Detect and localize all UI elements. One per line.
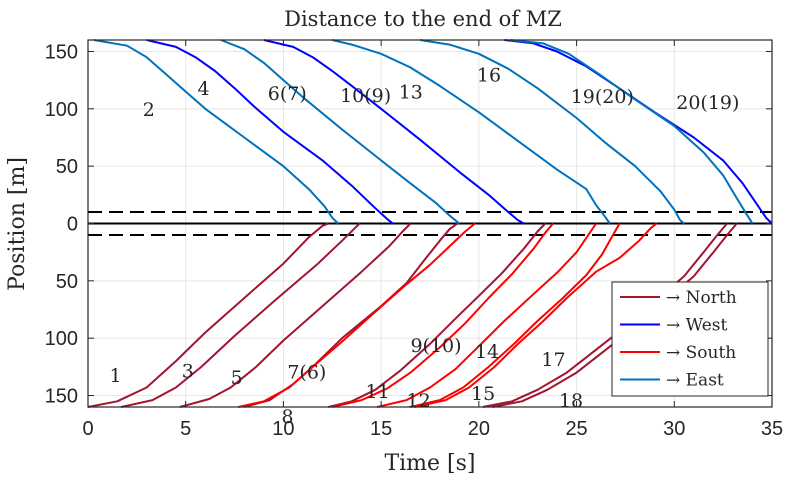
series-line-6(7) xyxy=(220,39,460,225)
curve-label: 11 xyxy=(366,381,390,403)
x-axis-label: Time [s] xyxy=(384,451,475,476)
curve-label: 15 xyxy=(471,383,495,405)
curve-label: 18 xyxy=(559,390,583,412)
y-tick-label: 100 xyxy=(45,328,78,350)
legend-label: → South xyxy=(666,343,736,363)
curve-label: 13 xyxy=(399,82,423,104)
x-tick-label: 5 xyxy=(180,418,191,440)
series-line-3 xyxy=(120,222,361,408)
x-tick-label: 20 xyxy=(468,418,490,440)
series-line-14 xyxy=(410,223,621,408)
curve-label: 4 xyxy=(197,78,209,100)
curve-label: 6(7) xyxy=(268,83,307,105)
legend: → North → West → South → East xyxy=(611,281,769,397)
series-line-5 xyxy=(179,222,412,408)
curve-label: 1 xyxy=(109,365,121,387)
series-line-16 xyxy=(420,39,685,225)
series-line-1 xyxy=(87,222,329,408)
y-tick-label: 100 xyxy=(45,99,78,121)
y-tick-label: 50 xyxy=(56,156,78,178)
x-tick-label: 35 xyxy=(761,418,783,440)
series-line-2 xyxy=(93,39,339,225)
series-line-10(9) xyxy=(263,39,525,225)
x-tick-label: 0 xyxy=(82,418,93,440)
x-tick-label: 15 xyxy=(370,418,392,440)
legend-box xyxy=(611,281,769,397)
curve-label: 9(10) xyxy=(410,335,461,357)
curve-label: 5 xyxy=(231,367,243,389)
curve-label: 8 xyxy=(281,406,293,428)
series-line-12 xyxy=(376,222,597,408)
series-line-8 xyxy=(238,222,476,408)
curve-label: 17 xyxy=(541,349,565,371)
curve-label: 3 xyxy=(182,360,194,382)
y-tick-label: 0 xyxy=(67,214,78,236)
y-tick-label: 50 xyxy=(56,271,78,293)
y-axis-label: Position [m] xyxy=(5,157,30,291)
legend-label: → North xyxy=(666,288,737,308)
chart-title: Distance to the end of MZ xyxy=(284,7,562,31)
x-tick-label: 10 xyxy=(272,418,294,440)
reference-lines xyxy=(88,211,772,236)
curve-label: 19(20) xyxy=(571,86,634,108)
x-tick-label: 25 xyxy=(565,418,587,440)
curve-label: 10(9) xyxy=(340,85,391,107)
legend-label: → West xyxy=(666,316,728,336)
curve-label: 20(19) xyxy=(676,92,739,114)
curve-label: 2 xyxy=(143,99,155,121)
x-tick-label: 30 xyxy=(663,418,685,440)
series-line-20(19) xyxy=(509,39,754,225)
series-line-4 xyxy=(146,39,394,225)
curve-label: 14 xyxy=(475,341,499,363)
curve-label: 12 xyxy=(407,390,431,412)
curve-label: 16 xyxy=(477,64,501,86)
y-tick-label: 150 xyxy=(45,386,78,408)
series-line-15 xyxy=(414,222,658,408)
series-lines xyxy=(87,39,773,408)
legend-label: → East xyxy=(666,371,724,391)
series-line-11 xyxy=(332,222,554,408)
curve-label: 7(6) xyxy=(287,361,326,383)
series-line-9(10) xyxy=(328,222,547,408)
y-tick-label: 150 xyxy=(45,41,78,63)
series-line-13 xyxy=(332,39,611,225)
